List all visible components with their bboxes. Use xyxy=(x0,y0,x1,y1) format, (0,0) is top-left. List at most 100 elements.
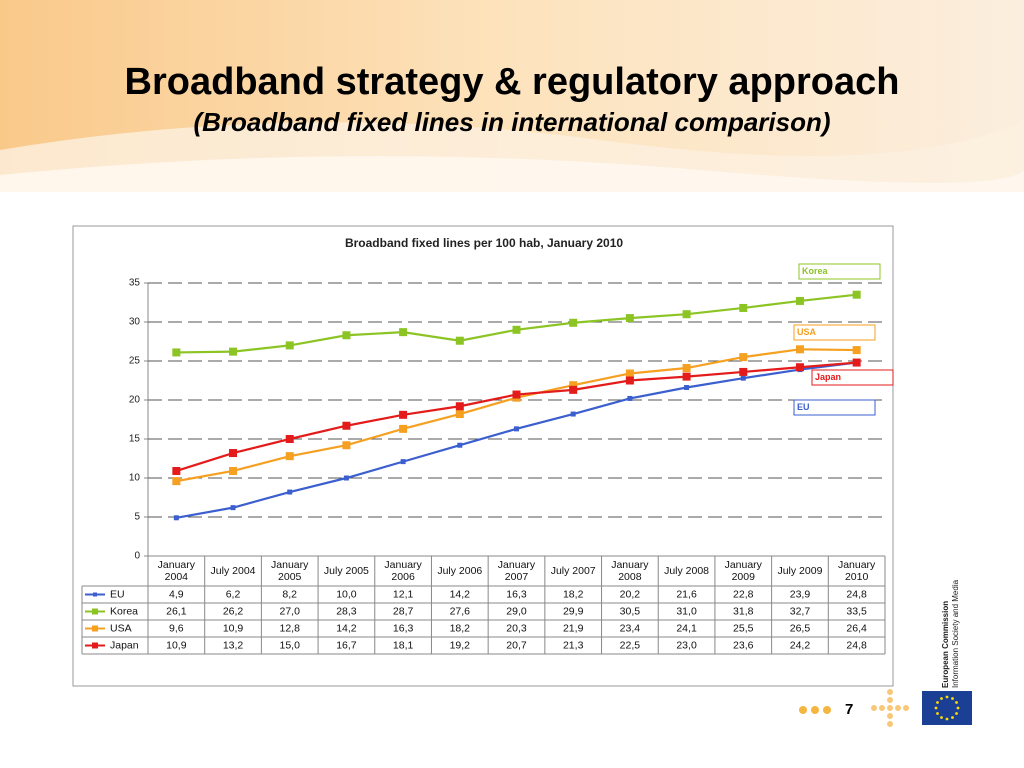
x-tick-label: July 2008 xyxy=(664,565,710,577)
star xyxy=(936,701,939,704)
table-value: 12,8 xyxy=(280,622,301,634)
table-value: 23,6 xyxy=(733,639,754,651)
marker xyxy=(627,395,633,401)
table-value: 16,3 xyxy=(506,588,527,600)
x-tick-label: January 2004 xyxy=(157,559,196,583)
marker xyxy=(682,310,691,319)
star xyxy=(934,706,938,710)
org-name: European Commission xyxy=(941,601,950,688)
x-tick-cell: July 2007 xyxy=(551,565,596,577)
marker xyxy=(795,296,804,305)
marker xyxy=(740,375,746,381)
table-value: 4,9 xyxy=(169,588,184,600)
table-value: 26,2 xyxy=(223,605,244,617)
marker xyxy=(173,515,179,521)
marker xyxy=(287,489,293,495)
star xyxy=(936,712,939,715)
table-value: 21,9 xyxy=(563,622,584,634)
table-value: 24,8 xyxy=(846,639,867,651)
table-value: 20,3 xyxy=(506,622,527,634)
table-value: 24,8 xyxy=(846,588,867,600)
marker xyxy=(682,372,691,381)
legend-marker xyxy=(93,592,97,597)
table-value: 26,5 xyxy=(790,622,811,634)
x-tick-cell: July 2004 xyxy=(210,565,256,577)
x-tick-cell: July 2006 xyxy=(437,565,482,577)
table-value: 15,0 xyxy=(280,639,301,651)
table-value: 18,1 xyxy=(393,639,414,651)
legend-label: USA xyxy=(110,622,132,634)
x-tick-cell: July 2005 xyxy=(323,565,369,577)
table-value: 9,6 xyxy=(169,622,184,634)
marker xyxy=(285,341,294,350)
star xyxy=(951,716,954,719)
table-value: 28,3 xyxy=(336,605,357,617)
table-value: 32,7 xyxy=(790,605,811,617)
marker xyxy=(569,381,578,390)
x-tick-label: July 2004 xyxy=(210,565,256,577)
marker xyxy=(457,442,463,448)
x-tick-cell: July 2008 xyxy=(664,565,710,577)
table-value: 30,5 xyxy=(620,605,641,617)
table-value: 20,7 xyxy=(506,639,527,651)
series-label-box xyxy=(793,324,876,341)
table-value: 10,9 xyxy=(223,622,244,634)
legend-marker xyxy=(92,642,98,649)
slide-title: Broadband strategy & regulatory approach xyxy=(125,61,900,103)
table-value: 6,2 xyxy=(226,588,241,600)
x-tick-cell: January 2010 xyxy=(837,559,876,583)
table-value: 21,3 xyxy=(563,639,584,651)
table-value: 23,0 xyxy=(676,639,697,651)
marker xyxy=(569,318,578,327)
x-tick-label: January 2008 xyxy=(611,559,649,583)
marker xyxy=(739,353,748,362)
x-tick-label: July 2005 xyxy=(323,565,369,577)
star xyxy=(951,697,954,700)
marker xyxy=(342,441,351,450)
marker xyxy=(399,328,408,337)
star xyxy=(945,695,949,699)
table-value: 33,5 xyxy=(846,605,867,617)
dot xyxy=(799,706,807,714)
marker xyxy=(455,410,464,419)
x-tick-label: January 2005 xyxy=(271,559,309,583)
x-tick-label: January 2010 xyxy=(837,559,876,583)
marker xyxy=(172,348,181,357)
slide-subtitle: (Broadband fixed lines in international … xyxy=(193,107,830,137)
table-value: 10,9 xyxy=(166,639,187,651)
table-value: 27,0 xyxy=(280,605,301,617)
legend-marker xyxy=(92,608,98,615)
chart-frame xyxy=(72,225,894,687)
y-tick-label: 30 xyxy=(129,317,141,328)
table-value: 22,8 xyxy=(733,588,754,600)
table-value: 27,6 xyxy=(450,605,471,617)
x-tick-label: January 2006 xyxy=(384,559,422,583)
marker xyxy=(512,325,521,334)
header-wave xyxy=(0,156,1024,192)
x-tick-label: January 2007 xyxy=(497,559,536,583)
table-value: 19,2 xyxy=(450,639,471,651)
star xyxy=(945,717,949,721)
table-value: 14,2 xyxy=(450,588,471,600)
marker xyxy=(682,364,691,373)
marker xyxy=(400,459,406,465)
x-tick-cell: January 2005 xyxy=(271,559,309,583)
x-tick-label: January 2009 xyxy=(724,559,762,583)
series-label-box xyxy=(793,399,876,416)
table-value: 21,6 xyxy=(676,588,697,600)
marker xyxy=(625,369,634,378)
eu-stars xyxy=(934,695,960,721)
table-value: 18,2 xyxy=(450,622,471,634)
marker xyxy=(795,345,804,354)
marker xyxy=(512,390,521,399)
marker xyxy=(625,314,634,323)
table-value: 28,7 xyxy=(393,605,414,617)
dot xyxy=(823,706,831,714)
y-tick-label: 15 xyxy=(129,434,141,445)
dots-logo xyxy=(871,689,909,727)
marker xyxy=(739,367,748,376)
x-tick-cell: January 2009 xyxy=(724,559,762,583)
table-value: 31,0 xyxy=(676,605,697,617)
table-value: 23,9 xyxy=(790,588,811,600)
